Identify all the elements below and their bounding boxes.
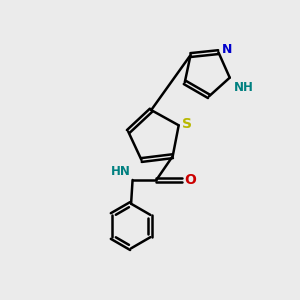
Text: HN: HN bbox=[111, 166, 131, 178]
Text: O: O bbox=[184, 173, 196, 187]
Text: N: N bbox=[222, 43, 232, 56]
Text: S: S bbox=[182, 117, 192, 131]
Text: NH: NH bbox=[234, 81, 254, 94]
